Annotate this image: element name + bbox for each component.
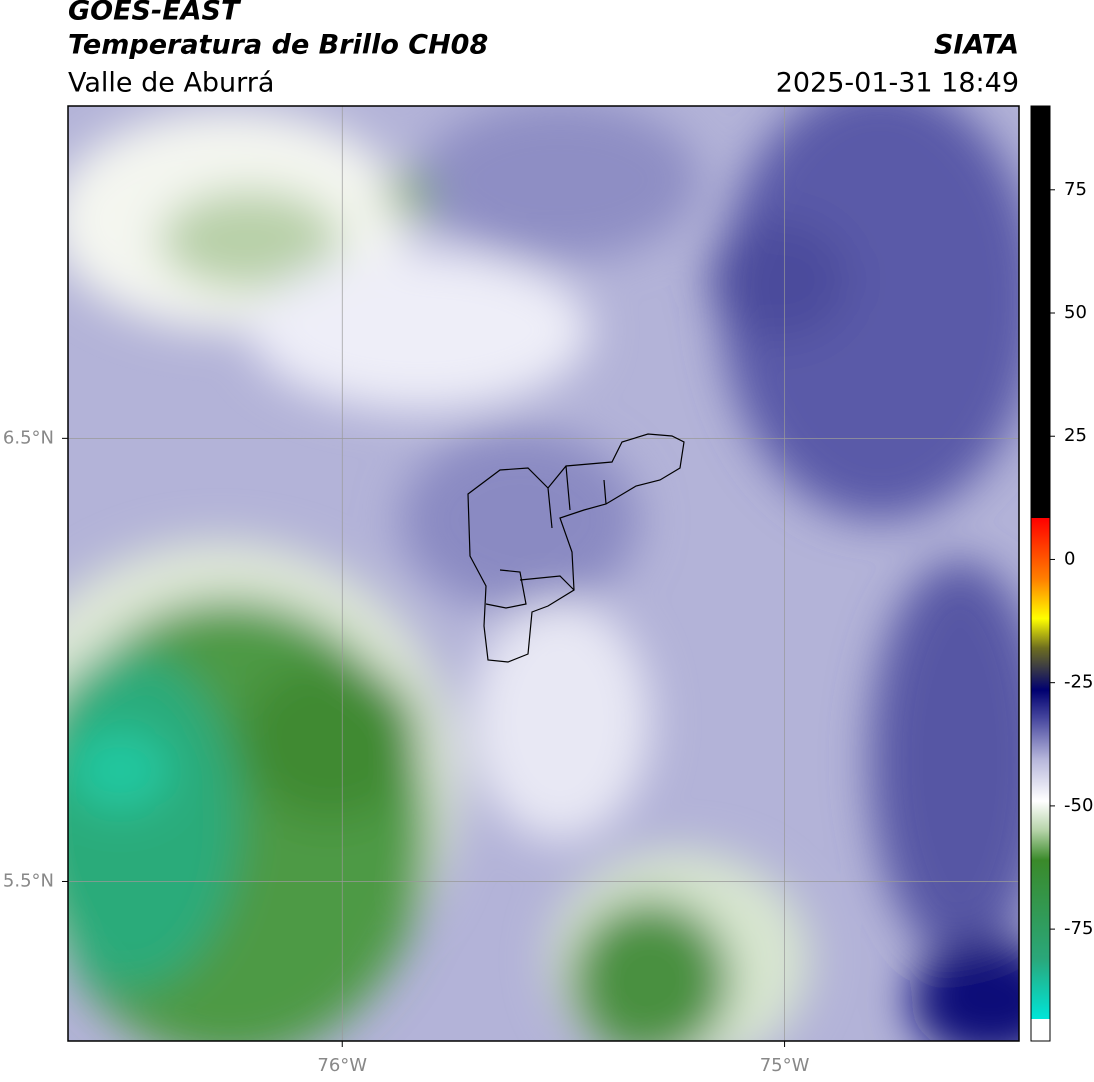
colorbar xyxy=(1030,105,1051,1042)
colorbar-tick-label: -25 xyxy=(1064,672,1093,693)
colorbar-tick-label: 50 xyxy=(1064,302,1087,323)
timestamp: 2025-01-31 18:49 xyxy=(776,68,1019,99)
map-frame xyxy=(67,105,1020,1042)
region: Valle de Aburrá xyxy=(68,68,274,99)
municipal-boundaries xyxy=(467,433,685,663)
satellite-image xyxy=(68,106,1019,1041)
colorbar-tick-label: 25 xyxy=(1064,425,1087,446)
y-tick-label: 6.5°N xyxy=(3,427,54,448)
colorbar-tick-label: 75 xyxy=(1064,179,1087,200)
title: GOES-EAST xyxy=(68,0,242,27)
y-tick-label: 5.5°N xyxy=(3,870,54,891)
colorbar-tick-label: 0 xyxy=(1064,548,1075,569)
source: SIATA xyxy=(934,30,1019,61)
x-tick-label: 75°W xyxy=(760,1055,810,1076)
colorbar-tick-label: -75 xyxy=(1064,918,1093,939)
subtitle: Temperatura de Brillo CH08 xyxy=(68,30,488,61)
colorbar-tick-label: -50 xyxy=(1064,795,1093,816)
x-tick-label: 76°W xyxy=(317,1055,367,1076)
